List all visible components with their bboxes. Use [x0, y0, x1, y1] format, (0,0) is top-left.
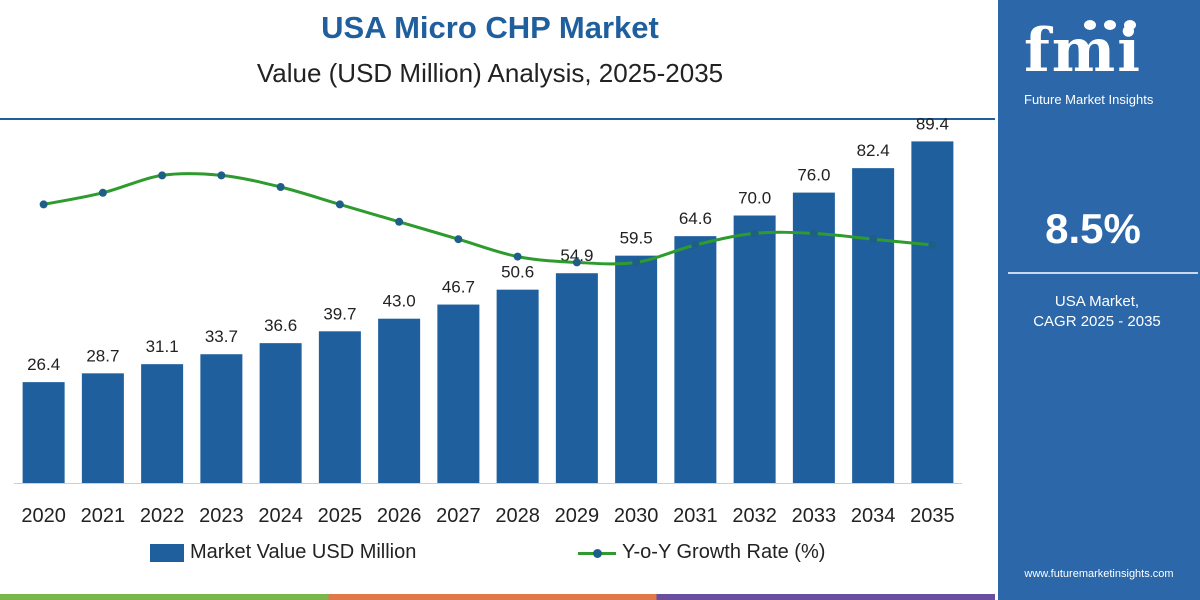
legend-label-market-value: Market Value USD Million: [190, 541, 417, 563]
x-tick-label-2031: 2031: [673, 505, 718, 527]
bar-value-label-2034: 82.4: [857, 141, 890, 160]
website-link[interactable]: www.futuremarketinsights.com: [1024, 568, 1174, 580]
bar-value-label-2033: 76.0: [797, 166, 830, 185]
fmi-logo: fmi: [1024, 18, 1194, 90]
x-tick-label-2027: 2027: [436, 505, 481, 527]
bar-2022: [141, 364, 184, 483]
legend-line-swatch: [578, 544, 616, 562]
bar-2020: [22, 382, 65, 483]
bar-value-label-2032: 70.0: [738, 189, 771, 208]
x-tick-label-2035: 2035: [910, 505, 955, 527]
bar-value-label-2035: 89.4: [916, 114, 949, 133]
bar-value-label-2025: 39.7: [323, 304, 356, 323]
x-tick-label-2021: 2021: [81, 505, 126, 527]
growth-point-2029: [572, 258, 581, 267]
x-tick-label-2020: 2020: [21, 505, 66, 527]
cagr-value: 8.5%: [1045, 205, 1141, 252]
bar-value-label-2022: 31.1: [146, 337, 179, 356]
bar-value-label-2030: 59.5: [620, 229, 653, 248]
x-tick-label-2032: 2032: [732, 505, 777, 527]
cagr-label-period: CAGR 2025 - 2035: [1033, 313, 1161, 330]
growth-point-2023: [217, 171, 226, 180]
bar-2024: [259, 343, 302, 483]
bottom-color-strip: [0, 594, 995, 600]
bar-2021: [81, 373, 124, 483]
side-panel: fmi Future Market Insights 8.5% USA Mark…: [998, 0, 1200, 600]
logo-icons: [1084, 20, 1136, 30]
bar-value-label-2026: 43.0: [383, 292, 416, 311]
growth-point-2028: [513, 252, 522, 261]
x-tick-label-2022: 2022: [140, 505, 185, 527]
growth-point-2022: [158, 171, 167, 180]
x-tick-label-2029: 2029: [555, 505, 600, 527]
bar-value-label-2031: 64.6: [679, 209, 712, 228]
bar-value-label-2028: 50.6: [501, 263, 534, 282]
growth-point-2027: [454, 235, 463, 244]
x-tick-label-2033: 2033: [792, 505, 837, 527]
x-tick-label-2026: 2026: [377, 505, 422, 527]
brand-name: Future Market Insights: [1024, 92, 1154, 107]
bar-2035: [911, 141, 954, 483]
bar-2026: [378, 318, 421, 483]
cagr-label-market: USA Market,: [1054, 293, 1140, 310]
growth-point-2031: [691, 241, 700, 249]
bar-2033: [792, 192, 835, 483]
growth-point-2032: [750, 229, 759, 238]
bar-value-label-2021: 28.7: [86, 346, 119, 365]
bar-2030: [615, 255, 658, 483]
cagr-divider: [1008, 272, 1198, 274]
logo-wordmark: fmi: [1024, 16, 1143, 86]
legend-bar-swatch: [150, 543, 184, 562]
bar-value-label-2024: 36.6: [264, 316, 297, 335]
bar-2023: [200, 354, 243, 483]
growth-point-2021: [98, 188, 107, 197]
legend-item-market-value: Market Value USD Million: [150, 541, 416, 564]
legend-item-growth-rate: Y-o-Y Growth Rate (%): [578, 541, 825, 564]
growth-point-2030: [632, 258, 641, 267]
legend-label-growth-rate: Y-o-Y Growth Rate (%): [622, 541, 826, 563]
x-tick-label-2030: 2030: [614, 505, 659, 527]
growth-point-2034: [869, 235, 878, 244]
growth-point-2025: [335, 200, 344, 209]
bar-value-label-2023: 33.7: [205, 327, 238, 346]
x-tick-label-2028: 2028: [495, 505, 540, 527]
growth-point-2033: [809, 229, 818, 238]
combo-chart: 26.4 2020 28.7 2021 31.1 2022 33.7 2023 36.6 2024…: [14, 114, 962, 527]
bar-2031: [674, 236, 717, 483]
x-tick-label-2024: 2024: [258, 505, 303, 527]
bar-2034: [852, 168, 895, 483]
growth-point-2024: [276, 183, 285, 191]
growth-point-2026: [395, 217, 404, 226]
chart-area: USA Micro CHP Market Value (USD Million)…: [0, 10, 995, 600]
x-tick-label-2034: 2034: [851, 505, 896, 527]
chart-subtitle: Value (USD Million) Analysis, 2025-2035: [256, 58, 724, 88]
growth-point-2035: [928, 241, 937, 249]
bar-2029: [555, 273, 598, 483]
bar-2032: [733, 215, 776, 484]
bar-value-label-2027: 46.7: [442, 278, 475, 297]
bar-2027: [437, 304, 480, 483]
growth-rate-line: [43, 172, 933, 266]
bar-2028: [496, 289, 539, 483]
x-tick-label-2023: 2023: [199, 505, 244, 527]
chart-title: USA Micro CHP Market: [321, 10, 659, 45]
x-tick-label-2025: 2025: [318, 505, 363, 527]
bar-2025: [318, 331, 361, 483]
bar-value-label-2020: 26.4: [27, 355, 60, 374]
title-divider: [0, 118, 995, 120]
growth-point-2020: [39, 200, 48, 209]
